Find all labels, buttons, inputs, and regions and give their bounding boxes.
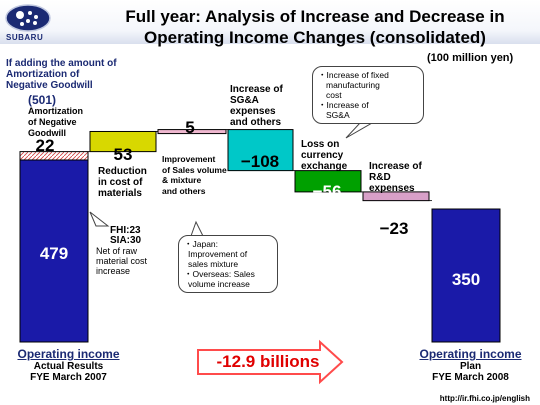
data-label-sga: −108 xyxy=(240,152,280,171)
sales-callout-line: ・Overseas: Sales xyxy=(184,269,255,279)
fhi-value: FHI:23 xyxy=(110,225,141,236)
goodwill-note: If adding the amount of Amortization of … xyxy=(6,58,117,91)
left-footer: Operating income Actual Results FYE Marc… xyxy=(6,347,131,383)
fx-label-line: Loss on xyxy=(301,139,340,150)
bar-actual xyxy=(19,159,89,343)
materials-label-line: materials xyxy=(98,188,142,199)
sga-label-line: and others xyxy=(230,117,282,128)
materials-callout-tail xyxy=(89,211,110,227)
sia-value: SIA:30 xyxy=(110,235,142,246)
title-line-1: Full year: Analysis of Increase and Decr… xyxy=(125,7,505,26)
right-footer-title: Operating income xyxy=(419,347,522,361)
fx-label-line: currency xyxy=(301,150,344,161)
bar-plan xyxy=(431,208,501,343)
sga-callout-line: cost xyxy=(326,90,342,100)
amortization-line: of Negative xyxy=(28,117,77,127)
amortization-line: Amortization xyxy=(28,106,83,116)
sga-callout: ・Increase of fixed manufacturing cost ・I… xyxy=(312,66,424,124)
materials-label: Reduction in cost of materials xyxy=(98,166,147,199)
data-label-actual: 479 xyxy=(39,244,69,263)
net-note-line: material cost xyxy=(96,256,148,266)
sales-label-line: Improvement xyxy=(162,154,216,164)
sales-callout-line: volume increase xyxy=(188,279,250,289)
amortization-line: Goodwill xyxy=(28,128,66,138)
sales-label-line: & mixture xyxy=(162,175,202,185)
subaru-logo xyxy=(5,4,51,32)
sga-callout-line: ・Increase of xyxy=(318,100,369,110)
rnd-label: Increase of R&D expenses xyxy=(369,161,422,194)
header-band xyxy=(0,0,540,44)
right-footer-line: FYE March 2008 xyxy=(432,372,509,383)
goodwill-note-line: Amortization of xyxy=(6,69,80,80)
sga-callout-line: ・Increase of fixed xyxy=(318,70,389,80)
rnd-label-line: Increase of xyxy=(369,161,422,172)
bar-currency xyxy=(294,170,362,193)
sga-callout-line: manufacturing xyxy=(326,80,380,90)
materials-label-line: in cost of xyxy=(98,177,143,188)
sales-callout-line: ・Japan: xyxy=(184,239,219,249)
bar-sga xyxy=(227,129,294,172)
goodwill-note-line: Negative Goodwill xyxy=(6,80,93,91)
change-label: -12.9 billions xyxy=(216,352,320,371)
left-footer-line: Actual Results xyxy=(33,361,104,372)
sales-callout-tail xyxy=(190,220,204,237)
sga-label: Increase of SG&A expenses and others xyxy=(230,84,283,128)
net-note-line: increase xyxy=(96,266,131,276)
rnd-label-line: R&D xyxy=(369,172,391,183)
fx-label-line: exchange xyxy=(301,161,348,172)
net-note-line: Net of raw xyxy=(96,246,138,256)
materials-label-line: Reduction xyxy=(98,166,147,177)
data-label-fx: −56 xyxy=(312,182,342,201)
unit-label: (100 million yen) xyxy=(427,52,514,64)
right-footer-line: Plan xyxy=(459,361,482,372)
sales-label-line: and others xyxy=(162,185,206,196)
data-label-plan: 350 xyxy=(451,270,481,289)
sga-label-line: Increase of xyxy=(230,84,283,95)
data-label-sales: 5 xyxy=(185,118,195,137)
goodwill-amount: (501) xyxy=(28,93,57,107)
sga-label-line: SG&A xyxy=(230,95,259,106)
data-label-rnd: −23 xyxy=(379,219,409,238)
change-arrow xyxy=(197,339,344,385)
sales-callout: ・Japan: Improvement of sales mixture ・Ov… xyxy=(178,235,278,293)
sales-label-line: of Sales volume xyxy=(162,164,227,175)
sales-callout-line: sales mixture xyxy=(188,259,239,269)
sga-callout-tail xyxy=(345,122,374,139)
fx-label: Loss on currency exchange xyxy=(301,139,347,172)
bar-goodwill xyxy=(19,151,89,161)
amortization-label: Amortization of Negative Goodwill xyxy=(28,106,83,139)
materials-detail: FHI:23 SIA:30 Net of raw material cost i… xyxy=(96,226,156,288)
goodwill-note-line: If adding the amount of xyxy=(6,58,117,69)
right-footer: Operating income Plan FYE March 2008 xyxy=(408,347,533,383)
sales-label: Improvement of Sales volume & mixture an… xyxy=(162,154,227,196)
left-footer-title: Operating income xyxy=(17,347,120,361)
data-label-goodwill: 22 xyxy=(35,136,55,155)
rnd-label-line: expenses xyxy=(369,183,415,194)
sales-callout-line: Improvement of xyxy=(188,249,248,259)
data-label-materials: 53 xyxy=(113,145,133,164)
page-title: Full year: Analysis of Increase and Decr… xyxy=(90,6,540,48)
sga-callout-line: SG&A xyxy=(326,110,350,120)
sga-label-line: expenses xyxy=(230,106,276,117)
footer-url[interactable]: http://ir.fhi.co.jp/english xyxy=(439,394,530,403)
bar-rnd xyxy=(362,191,430,202)
brand-name: SUBARU xyxy=(6,33,44,42)
left-footer-line: FYE March 2007 xyxy=(30,372,107,383)
bar-materials xyxy=(89,130,157,153)
title-line-2: Operating Income Changes (consolidated) xyxy=(144,28,486,47)
